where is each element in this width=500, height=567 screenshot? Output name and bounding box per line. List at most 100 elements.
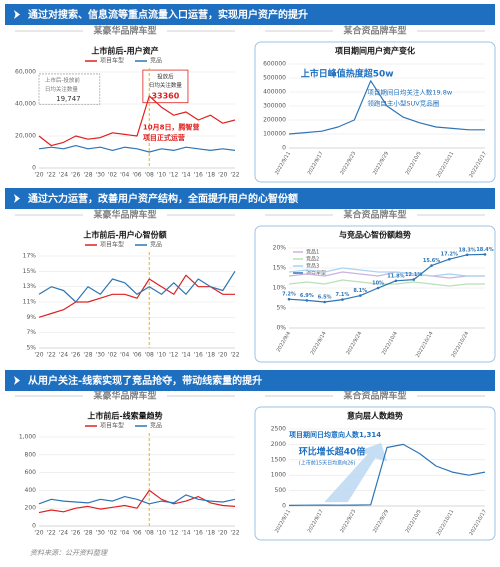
x-tick-label: '04 xyxy=(120,530,129,537)
series-line xyxy=(288,80,485,135)
y-tick-label: 0% xyxy=(276,325,286,332)
y-tick-label: 20% xyxy=(273,245,287,252)
x-tick-label: '22 xyxy=(230,530,239,537)
growth-arrow xyxy=(324,442,387,503)
x-tick-label: '24 xyxy=(59,352,68,359)
x-tick-label: '30 xyxy=(96,352,105,359)
series-line xyxy=(38,95,236,147)
value-label: 7.1% xyxy=(336,292,350,298)
annotation: 10月8日，腾智营 xyxy=(143,123,200,132)
point xyxy=(341,298,344,301)
x-tick-label: '08 xyxy=(145,352,154,359)
y-tick-label: 5% xyxy=(276,305,286,312)
x-tick-label: '26 xyxy=(71,352,80,359)
x-tick-label: '04 xyxy=(120,352,129,359)
value-label: 18.4% xyxy=(476,247,493,253)
chart-title: 上市前后-用户资产 xyxy=(91,46,158,56)
callout-box xyxy=(38,73,101,106)
y-tick-label: 400000 xyxy=(263,89,286,96)
legend-label: 项目车型 xyxy=(100,241,124,249)
section-title: 通过对搜索、信息流等重点流量入口运营，实现用户资产的提升 xyxy=(28,8,308,21)
value-label: 17.2% xyxy=(441,252,458,258)
annotation: 上市后-投放前 xyxy=(45,76,80,84)
y-tick-label: 0 xyxy=(32,523,36,530)
section-header xyxy=(5,4,495,25)
y-tick-label: 200000 xyxy=(263,117,286,124)
x-tick-label: '20 xyxy=(218,530,227,537)
y-tick-label: 2000 xyxy=(271,441,286,448)
y-tick-label: 17% xyxy=(23,253,37,260)
panel-title: 某豪华品牌车型 xyxy=(93,390,156,402)
y-tick-label: 100000 xyxy=(263,131,286,138)
x-tick-label: '30 xyxy=(96,530,105,537)
annotation: 上市日峰值热度超50w xyxy=(301,68,394,80)
chart-frame xyxy=(254,225,496,363)
point xyxy=(287,297,291,301)
y-tick-label: 300000 xyxy=(263,103,286,110)
arrow-icon xyxy=(14,194,20,203)
section-title: 通过六力运营，改善用户资产结构，全面提升用户的心智份额 xyxy=(28,192,298,205)
y-tick-label: 0 xyxy=(32,165,36,172)
section-header xyxy=(5,370,495,391)
y-tick-label: 0 xyxy=(282,145,286,152)
value-label: 6.9% xyxy=(300,293,314,299)
x-tick-label: '16 xyxy=(194,352,203,359)
panel-title: 某豪华品牌车型 xyxy=(93,209,156,221)
annotation: 日均关注数量 xyxy=(149,81,183,89)
x-tick-label: '20 xyxy=(34,530,43,537)
annotation: 项目期间日均关注人数19.8w xyxy=(367,88,452,97)
x-tick-label: '02 xyxy=(108,530,117,537)
x-tick-label: '10 xyxy=(157,352,166,359)
point xyxy=(305,299,309,302)
point xyxy=(376,286,380,290)
x-tick-label: '14 xyxy=(181,172,190,179)
y-tick-label: 11% xyxy=(23,299,37,306)
point xyxy=(465,253,469,257)
chart-title: 项目期间用户资产变化 xyxy=(335,46,415,56)
x-tick-label: '12 xyxy=(169,530,178,537)
y-tick-label: 9% xyxy=(26,314,36,321)
series-line xyxy=(38,494,236,505)
series-line xyxy=(38,274,235,318)
y-tick-label: 10% xyxy=(273,285,287,292)
series-line xyxy=(38,489,236,514)
legend-label: 项目车型 xyxy=(100,422,124,430)
x-tick-label: '12 xyxy=(169,172,178,179)
panel-title: 某合资品牌车型 xyxy=(343,25,406,37)
legend-label: 竞品 xyxy=(150,241,162,249)
chart-title: 上市前后-线索量趋势 xyxy=(87,411,162,421)
series-line xyxy=(288,443,486,506)
y-tick-label: 1,000 xyxy=(19,434,36,441)
legend-label: 竞品2 xyxy=(306,256,319,263)
x-tick-label: '08 xyxy=(145,172,154,179)
legend-label: 竞品 xyxy=(150,422,162,430)
x-tick-label: '16 xyxy=(194,172,203,179)
point xyxy=(448,257,451,261)
x-tick-label: '10 xyxy=(157,530,166,537)
point xyxy=(483,253,487,256)
y-tick-label: 13% xyxy=(23,283,37,290)
y-tick-label: 60,000 xyxy=(15,69,36,76)
y-tick-label: 20,000 xyxy=(15,133,36,140)
x-tick-label: '28 xyxy=(83,172,92,179)
value-label: 18.3% xyxy=(459,247,476,253)
legend-label: 竞品3 xyxy=(306,263,319,270)
value-label: 11.8% xyxy=(387,273,404,279)
chart-title: 意向层人数趋势 xyxy=(347,411,403,421)
x-tick-label: '20 xyxy=(218,172,227,179)
annotation: 环比增长超40倍 xyxy=(299,446,366,458)
x-tick-label: '16 xyxy=(194,530,203,537)
point xyxy=(412,278,416,281)
annotation: 项目期间日均意向人数1,314 xyxy=(289,430,381,439)
x-tick-label: '06 xyxy=(132,530,141,537)
x-tick-label: '04 xyxy=(120,172,129,179)
y-tick-label: 1000 xyxy=(271,472,286,479)
point xyxy=(358,294,362,297)
x-tick-label: '10 xyxy=(157,172,166,179)
legend-label: 竞品 xyxy=(150,57,162,65)
section-title: 从用户关注-线索实现了竞品抢夺，带动线索量的提升 xyxy=(28,374,262,387)
y-tick-label: 7% xyxy=(26,329,36,336)
x-tick-label: '18 xyxy=(206,172,215,179)
arrow-icon xyxy=(14,376,20,385)
